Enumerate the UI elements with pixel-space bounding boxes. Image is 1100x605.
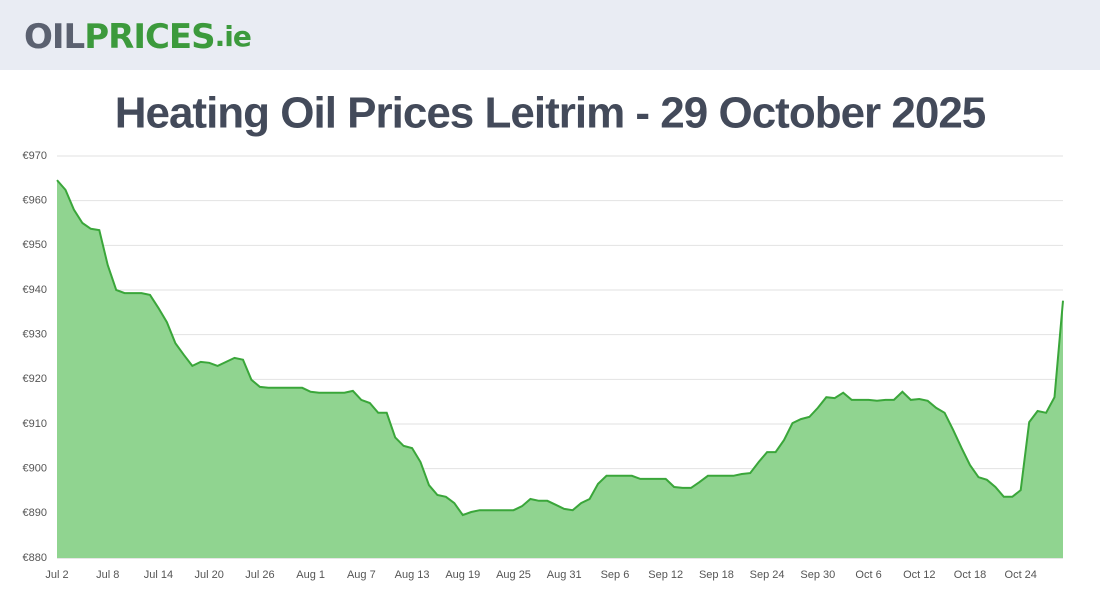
x-tick-label: Sep 30 — [800, 569, 835, 581]
x-tick-label: Aug 19 — [445, 569, 480, 581]
y-tick-label: €920 — [23, 373, 47, 385]
y-tick-label: €880 — [23, 552, 47, 564]
x-tick-label: Jul 2 — [45, 569, 68, 581]
logo-part: .ie — [215, 20, 251, 53]
x-tick-label: Oct 24 — [1005, 569, 1037, 581]
y-tick-label: €970 — [23, 150, 47, 162]
x-tick-label: Oct 6 — [855, 569, 881, 581]
y-tick-label: €910 — [23, 418, 47, 430]
x-tick-label: Sep 24 — [750, 569, 785, 581]
line — [56, 179, 1064, 517]
x-tick-label: Aug 31 — [547, 569, 582, 581]
x-tick-label: Aug 1 — [296, 569, 325, 581]
x-tick-label: Aug 7 — [347, 569, 376, 581]
y-tick-label: €960 — [23, 195, 47, 207]
y-tick-label: €940 — [23, 284, 47, 296]
x-tick-label: Sep 12 — [648, 569, 683, 581]
x-tick-label: Aug 25 — [496, 569, 531, 581]
x-tick-label: Oct 18 — [954, 569, 986, 581]
logo-part: PRICES — [84, 17, 214, 57]
x-tick-label: Jul 8 — [96, 569, 119, 581]
x-tick-label: Sep 6 — [601, 569, 630, 581]
y-tick-label: €900 — [23, 463, 47, 475]
y-tick-label: €890 — [23, 507, 47, 519]
x-tick-label: Sep 18 — [699, 569, 734, 581]
x-tick-label: Aug 13 — [395, 569, 430, 581]
x-tick-label: Jul 20 — [194, 569, 223, 581]
logo-part: OIL — [24, 17, 85, 57]
x-tick-label: Jul 26 — [245, 569, 274, 581]
area — [57, 180, 1063, 558]
header-bar — [0, 0, 1100, 70]
y-tick-label: €950 — [23, 239, 47, 251]
logo[interactable]: OILPRICES.ie — [24, 17, 252, 57]
x-tick-label: Oct 12 — [903, 569, 935, 581]
x-tick-label: Jul 14 — [144, 569, 173, 581]
chart-title: Heating Oil Prices Leitrim - 29 October … — [115, 89, 986, 138]
y-tick-label: €930 — [23, 329, 47, 341]
